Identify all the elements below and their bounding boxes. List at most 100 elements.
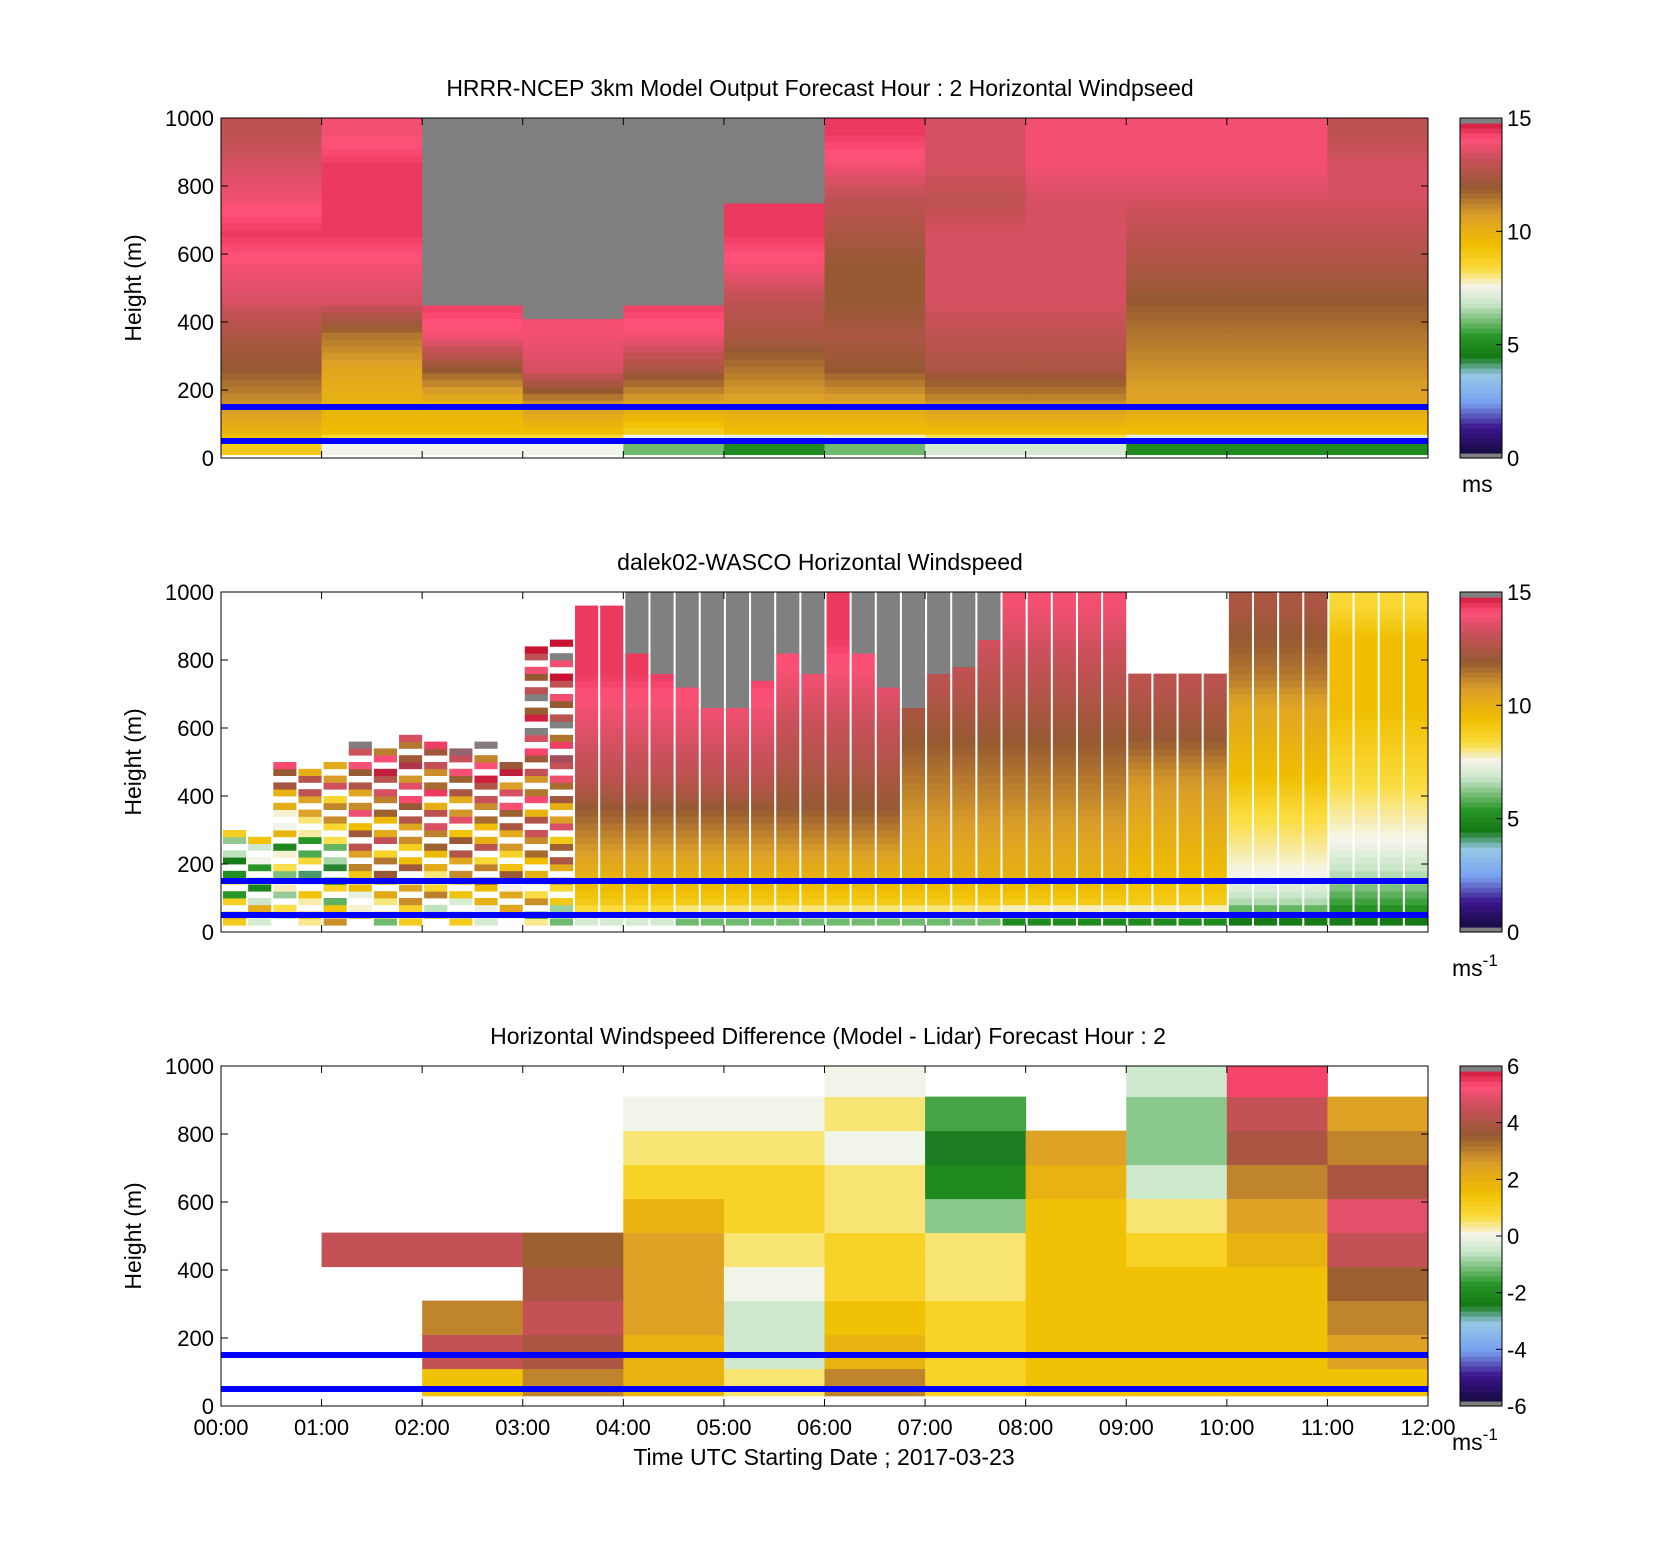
heat-cell [1126,420,1228,428]
heat-cell [449,830,473,838]
heat-cell [600,734,624,742]
heat-cell [700,843,724,851]
heat-cell [422,237,524,245]
heat-cell [1178,823,1202,831]
heat-cell [1228,918,1252,926]
colorbar-swatch [1460,378,1502,384]
heat-cell [876,605,900,613]
heat-cell [1327,277,1429,286]
heat-cell [1228,639,1252,647]
heat-cell [1153,782,1177,790]
heat-cell [373,789,398,797]
heat-cell [725,775,750,783]
heat-cell [725,714,750,722]
heat-cell [1404,836,1428,844]
heat-cell [1178,830,1202,838]
heat-cell [1253,748,1278,756]
heat-cell [1153,741,1177,749]
heat-cell [321,1259,423,1268]
heat-cell [776,857,800,865]
heat-cell [623,1219,725,1227]
heat-cell [824,1287,926,1295]
colorbar-swatch [1460,1311,1502,1317]
heat-cell [901,789,926,797]
heat-cell [1226,420,1328,428]
heat-cell [1203,680,1227,688]
heat-cell [725,639,750,647]
heat-cell [1226,1382,1328,1390]
heat-cell [1027,830,1051,838]
heat-cell [725,898,750,906]
heat-cell [925,1225,1027,1234]
heat-cell [876,775,900,783]
heat-cell [575,626,599,634]
heat-cell [824,1327,926,1336]
heat-cell [1404,884,1428,892]
heat-cell [851,639,875,647]
heat-cell [1404,660,1428,668]
heat-cell [1126,271,1228,279]
colorbar-swatch [1460,762,1502,768]
heat-cell [824,230,926,238]
heat-cell [801,680,825,688]
heat-cell [623,118,725,126]
heat-cell [1329,728,1353,736]
heat-cell [725,768,750,776]
heat-cell [625,864,649,872]
heat-cell [422,135,524,143]
heat-cell [1178,836,1202,844]
heat-cell [623,284,725,292]
heat-cell [824,1232,926,1240]
heat-cell [348,850,372,858]
colorbar-swatch [1460,448,1502,454]
colorbar-swatch [1460,303,1502,309]
heat-cell [1253,830,1278,838]
colorbar-swatch [1460,188,1502,194]
heat-cell [323,823,347,831]
heat-cell [1128,904,1152,912]
heat-cell [952,728,976,736]
heat-cell [221,359,323,367]
heat-cell [824,1280,926,1288]
heat-cell [1027,653,1051,661]
heat-cell [1103,789,1127,797]
heat-cell [725,748,750,756]
colorbar-swatch [1460,657,1502,663]
heat-cell [700,728,724,736]
heat-cell [650,864,674,872]
heat-cell [1025,393,1127,401]
heat-cell [1203,802,1227,810]
heat-cell [522,250,624,258]
heat-cell [373,768,398,776]
heat-cell [1304,639,1328,647]
heat-cell [1077,619,1102,627]
heat-cell [826,768,850,776]
heat-cell [625,626,649,634]
colorbar-swatch [1460,742,1502,748]
heat-cell [522,332,624,340]
heat-cell [623,1137,725,1145]
heat-cell [1327,1205,1429,1213]
heat-cell [723,118,825,126]
heat-cell [925,1171,1027,1179]
heat-cell [223,898,247,906]
heat-cell [776,789,800,797]
heat-cell [223,836,247,844]
heat-cell [600,700,624,708]
heat-cell [1103,843,1127,851]
heat-cell [321,250,423,258]
colorbar-swatch [1460,128,1502,134]
colorbar-swatch [1460,777,1502,783]
heat-cell [675,762,699,770]
x-tick-label: 02:00 [395,1415,450,1440]
heat-cell [422,243,524,252]
heat-cell [826,830,850,838]
heat-cell [776,898,800,906]
heat-cell [1178,741,1202,749]
heat-cell [1126,1280,1228,1288]
heat-cell [901,653,926,661]
heat-cell [977,646,1001,654]
heat-cell [1178,864,1202,872]
heat-cell [1379,734,1403,742]
